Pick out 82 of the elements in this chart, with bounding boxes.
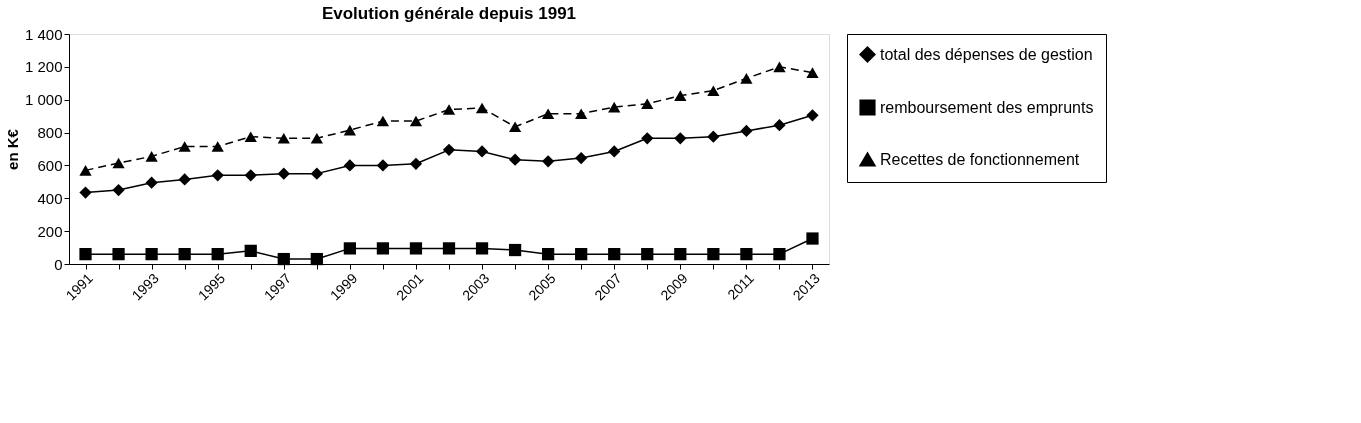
point	[740, 124, 753, 138]
point	[409, 242, 423, 255]
point	[773, 119, 786, 132]
legend-label: Recettes de fonctionnement	[880, 150, 1080, 168]
legend-label: total des dépenses de gestion	[880, 45, 1093, 63]
chart-title: Evolution générale depuis 1991	[321, 4, 577, 23]
point	[310, 167, 323, 180]
point	[773, 61, 786, 73]
y-tick-label: 1 200	[24, 58, 63, 76]
point	[310, 133, 323, 144]
point	[674, 90, 687, 101]
point	[641, 248, 654, 261]
point	[508, 153, 522, 166]
point	[707, 130, 720, 143]
point	[343, 242, 356, 255]
point	[277, 167, 290, 180]
point	[508, 243, 522, 257]
y-axis-title: en K€	[3, 128, 21, 170]
point	[310, 252, 323, 266]
point	[112, 183, 125, 197]
point	[244, 131, 257, 142]
point	[178, 141, 191, 152]
point	[376, 115, 390, 127]
point	[409, 115, 423, 127]
point	[343, 159, 356, 172]
point	[244, 244, 257, 257]
point	[145, 248, 158, 261]
point	[79, 248, 92, 261]
point	[277, 252, 290, 266]
point	[442, 143, 456, 156]
point	[475, 242, 489, 255]
point	[674, 248, 687, 261]
point	[145, 176, 158, 189]
point	[608, 101, 621, 113]
point	[475, 145, 489, 158]
legend-label: remboursement des emprunts	[880, 98, 1094, 116]
y-tick-label: 1 400	[24, 25, 63, 43]
point	[608, 145, 621, 158]
point	[806, 109, 819, 122]
point	[641, 98, 654, 110]
point	[508, 121, 522, 133]
point	[575, 151, 588, 165]
point	[376, 242, 390, 255]
point	[740, 248, 753, 261]
point	[542, 248, 555, 261]
point	[442, 242, 456, 255]
point	[707, 85, 720, 96]
point	[608, 248, 621, 261]
y-tick-label: 1 000	[24, 91, 63, 109]
point	[575, 108, 588, 119]
point	[475, 102, 489, 114]
point	[575, 248, 588, 261]
point	[112, 157, 125, 169]
y-tick-label: 600	[37, 156, 63, 174]
y-tick-label: 800	[37, 124, 63, 142]
point	[112, 248, 125, 261]
point	[178, 173, 191, 186]
point	[442, 104, 456, 115]
y-tick-label: 0	[54, 255, 63, 273]
point	[542, 155, 555, 168]
point	[806, 232, 819, 245]
point	[244, 169, 257, 182]
point	[211, 169, 224, 182]
point	[376, 159, 390, 172]
point	[674, 132, 687, 145]
point	[79, 186, 92, 199]
point	[773, 248, 786, 261]
point	[79, 165, 92, 176]
point	[211, 141, 224, 152]
point	[707, 248, 720, 261]
y-tick-label: 400	[37, 189, 63, 207]
y-tick-label: 200	[37, 222, 63, 240]
point	[343, 124, 356, 136]
point	[641, 132, 654, 145]
point	[145, 151, 158, 162]
point	[178, 248, 191, 261]
point	[211, 248, 224, 261]
point	[740, 73, 753, 84]
point	[277, 133, 290, 144]
point	[806, 67, 819, 78]
point	[409, 157, 423, 170]
point	[542, 108, 555, 119]
